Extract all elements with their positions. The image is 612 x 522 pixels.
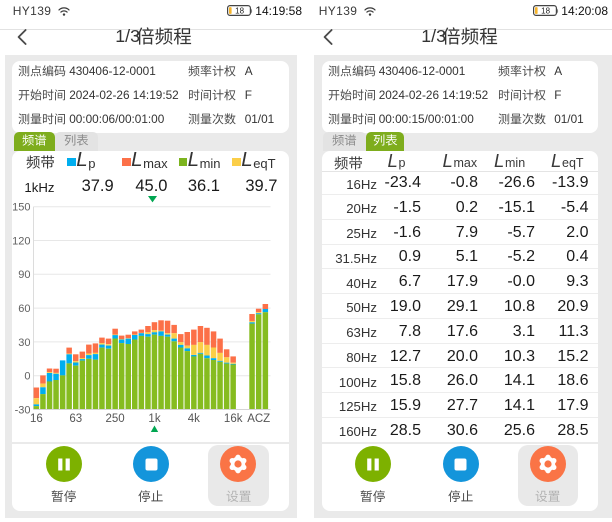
svg-text:1k: 1k [148, 413, 160, 425]
svg-text:150: 150 [12, 202, 30, 214]
svg-text:63: 63 [69, 413, 82, 425]
svg-text:16k: 16k [224, 413, 243, 425]
svg-text:0: 0 [24, 371, 30, 383]
svg-text:30: 30 [18, 337, 30, 349]
svg-text:90: 90 [18, 269, 30, 281]
svg-text:250: 250 [106, 413, 125, 425]
svg-text:120: 120 [12, 235, 30, 247]
svg-text:4k: 4k [188, 413, 200, 425]
svg-text:ACZ: ACZ [247, 413, 270, 425]
svg-text:18: 18 [235, 6, 244, 15]
svg-text:60: 60 [18, 303, 30, 315]
svg-text:16: 16 [30, 413, 43, 425]
svg-text:-30: -30 [15, 404, 31, 416]
svg-text:18: 18 [541, 6, 550, 15]
